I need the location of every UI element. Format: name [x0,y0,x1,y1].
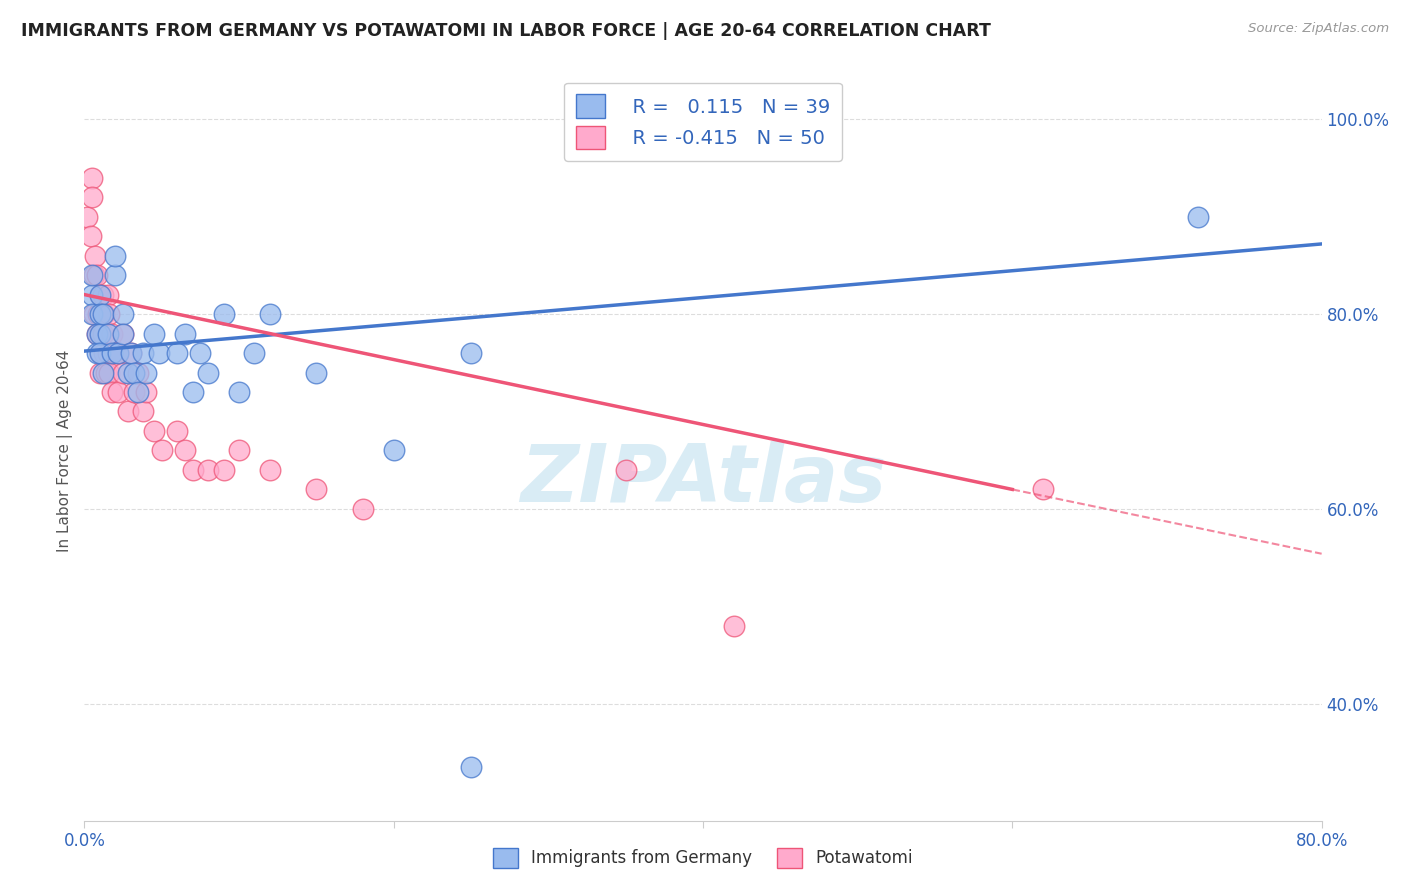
Point [91,326,114,341]
Point [86,346,108,360]
Point [112,326,135,341]
Point [107,346,129,360]
Point [76,210,98,224]
Point [259,307,281,321]
Point [120,346,142,360]
Point [101,326,124,341]
Point [132,404,155,418]
Point [89,326,111,341]
Point [98,366,121,380]
Point [305,483,328,497]
Legend:   R =   0.115   N = 39,   R = -0.415   N = 50: R = 0.115 N = 39, R = -0.415 N = 50 [564,83,842,161]
Point [101,384,124,399]
Point [112,326,135,341]
Point [82,190,104,204]
Point [228,443,250,458]
Point [98,307,121,321]
Point [89,346,111,360]
Point [243,346,266,360]
Point [188,346,211,360]
Point [84,249,107,263]
Point [1032,483,1054,497]
Point [460,346,482,360]
Point [104,249,127,263]
Point [122,366,145,380]
Point [112,366,135,380]
Text: ZIPAtlas: ZIPAtlas [520,441,886,519]
Point [117,404,139,418]
Point [212,463,235,477]
Point [135,384,157,399]
Point [197,463,219,477]
Point [89,346,111,360]
Point [1187,210,1209,224]
Point [352,502,374,516]
Point [107,346,129,360]
Point [212,307,235,321]
Point [91,307,114,321]
Point [174,326,197,341]
Point [86,268,108,282]
Point [117,366,139,380]
Point [181,463,204,477]
Point [143,326,166,341]
Point [181,384,204,399]
Point [82,268,104,282]
Point [148,346,170,360]
Point [96,287,118,301]
Point [614,463,637,477]
Point [143,424,166,438]
Point [96,326,118,341]
Point [89,366,111,380]
Point [89,326,111,341]
Point [87,307,110,321]
Point [91,287,114,301]
Point [104,268,127,282]
Point [135,366,157,380]
Point [166,346,188,360]
Point [93,346,115,360]
Point [89,287,111,301]
Point [460,760,482,774]
Point [82,287,104,301]
Point [93,307,115,321]
Point [723,619,745,633]
Point [382,443,405,458]
Point [101,346,124,360]
Point [86,326,108,341]
Point [107,384,129,399]
Point [91,366,114,380]
Point [127,384,149,399]
Legend: Immigrants from Germany, Potawatomi: Immigrants from Germany, Potawatomi [486,841,920,875]
Point [259,463,281,477]
Point [122,384,145,399]
Point [120,346,142,360]
Point [305,366,328,380]
Y-axis label: In Labor Force | Age 20-64: In Labor Force | Age 20-64 [58,350,73,551]
Point [228,384,250,399]
Point [96,346,118,360]
Point [127,366,149,380]
Point [86,326,108,341]
Point [132,346,155,360]
Text: Source: ZipAtlas.com: Source: ZipAtlas.com [1249,22,1389,36]
Point [166,424,188,438]
Point [82,307,104,321]
Point [174,443,197,458]
Point [150,443,173,458]
Point [83,268,105,282]
Point [197,366,219,380]
Point [82,170,104,185]
Point [79,229,101,244]
Point [89,307,111,321]
Text: IMMIGRANTS FROM GERMANY VS POTAWATOMI IN LABOR FORCE | AGE 20-64 CORRELATION CHA: IMMIGRANTS FROM GERMANY VS POTAWATOMI IN… [21,22,991,40]
Point [112,307,135,321]
Point [94,366,117,380]
Point [89,287,111,301]
Point [104,346,127,360]
Point [83,307,105,321]
